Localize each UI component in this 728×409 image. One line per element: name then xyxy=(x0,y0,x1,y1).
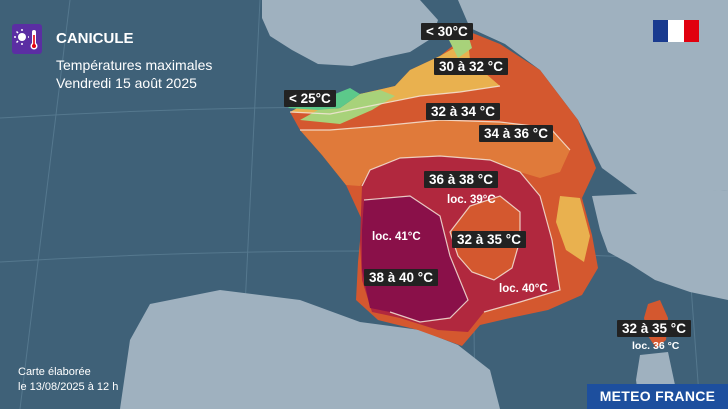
benelux-germany xyxy=(458,0,728,196)
meteo-france-logo: METEO FRANCE xyxy=(587,384,728,409)
zone-38-40 xyxy=(362,196,468,322)
label-centre-32-35: 32 à 35 °C xyxy=(452,231,526,248)
label-corse-loc36: loc. 36 °C xyxy=(632,340,680,352)
label-lt30: < 30°C xyxy=(421,23,473,40)
label-36-38: 36 à 38 °C xyxy=(424,171,498,188)
great-britain xyxy=(262,0,438,66)
label-30-32: 30 à 32 °C xyxy=(434,58,508,75)
map-credit: Carte élaborée le 13/08/2025 à 12 h xyxy=(18,365,118,395)
zone-alps-30-32 xyxy=(556,196,590,262)
map-title: CANICULE xyxy=(56,30,134,47)
zone-25-30 xyxy=(300,90,395,124)
thermometer-sun-icon xyxy=(12,24,42,54)
label-38-40: 38 à 40 °C xyxy=(364,269,438,286)
label-loc40: loc. 40°C xyxy=(499,283,548,295)
label-lt25: < 25°C xyxy=(284,90,336,107)
map-subtitle: Températures maximales Vendredi 15 août … xyxy=(56,56,212,92)
label-loc39: loc. 39°C xyxy=(447,194,496,206)
label-loc41: loc. 41°C xyxy=(372,231,421,243)
label-34-36: 34 à 36 °C xyxy=(479,125,553,142)
italy-switzerland xyxy=(592,190,728,300)
label-corse-32-35: 32 à 35 °C xyxy=(617,320,691,337)
label-32-34: 32 à 34 °C xyxy=(426,103,500,120)
subtitle-line-2: Vendredi 15 août 2025 xyxy=(56,75,197,91)
credit-line-2: le 13/08/2025 à 12 h xyxy=(18,381,119,393)
subtitle-line-1: Températures maximales xyxy=(56,57,213,73)
iberia xyxy=(120,290,500,409)
marianne-flag-icon xyxy=(653,20,699,42)
foreign-land xyxy=(120,0,728,409)
credit-line-1: Carte élaborée xyxy=(18,366,91,378)
